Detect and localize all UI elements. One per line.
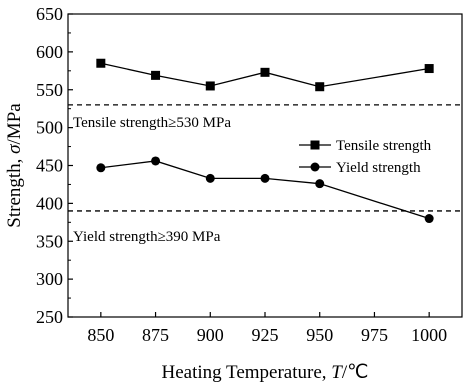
data-point-circle bbox=[315, 179, 325, 189]
x-tick-label: 1000 bbox=[411, 325, 447, 345]
x-tick-label: 975 bbox=[361, 325, 388, 345]
data-point-circle bbox=[424, 214, 434, 224]
data-point-square bbox=[96, 58, 106, 68]
x-axis: 850 875 900 925 950 975 1000 bbox=[87, 312, 447, 345]
y-tick-label: 550 bbox=[36, 80, 63, 100]
x-tick-label: 850 bbox=[87, 325, 114, 345]
series-line bbox=[100, 160, 430, 220]
y-tick-label: 350 bbox=[36, 231, 63, 251]
reference-line-label: Yield strength≥390 MPa bbox=[73, 229, 221, 245]
x-tick-label: 875 bbox=[142, 325, 169, 345]
y-tick-label: 600 bbox=[36, 42, 63, 62]
y-axis: 250 300 350 400 450 500 550 600 650 bbox=[36, 4, 73, 327]
data-point-square bbox=[260, 67, 270, 77]
legend-marker-circle bbox=[310, 162, 320, 172]
y-tick-label: 300 bbox=[36, 269, 63, 289]
y-tick-label: 400 bbox=[36, 193, 63, 213]
y-tick-label: 500 bbox=[36, 118, 63, 138]
y-axis-title-variable: σ bbox=[4, 144, 25, 154]
y-axis-title: Strength, σ/MPa bbox=[4, 103, 25, 228]
y-tick-label: 450 bbox=[36, 156, 63, 176]
y-tick-label: 650 bbox=[36, 4, 63, 24]
x-tick-label: 925 bbox=[252, 325, 279, 345]
y-axis-title-unit: /MPa bbox=[4, 103, 25, 145]
reference-line-label: Tensile strength≥530 MPa bbox=[73, 115, 231, 131]
legend-label: Yield strength bbox=[336, 160, 421, 176]
reference-labels: Tensile strength≥530 MPa Yield strength≥3… bbox=[73, 115, 231, 245]
series-line bbox=[100, 62, 430, 88]
x-tick-label: 900 bbox=[197, 325, 224, 345]
legend: Tensile strength Yield strength bbox=[299, 138, 432, 176]
legend-marker-square bbox=[310, 140, 320, 150]
data-point-square bbox=[424, 64, 434, 74]
data-point-square bbox=[151, 70, 161, 80]
data-point-square bbox=[205, 81, 215, 91]
x-axis-title: Heating Temperature, T/℃ bbox=[162, 362, 369, 383]
data-point-circle bbox=[260, 173, 270, 183]
y-tick-label: 250 bbox=[36, 307, 63, 327]
x-axis-title-unit: /℃ bbox=[342, 362, 369, 383]
data-point-circle bbox=[205, 173, 215, 183]
data-point-square bbox=[315, 82, 325, 92]
x-tick-label: 950 bbox=[306, 325, 333, 345]
data-point-circle bbox=[96, 163, 106, 173]
x-axis-title-variable: T bbox=[331, 362, 343, 383]
y-axis-title-main: Strength, bbox=[4, 154, 25, 228]
x-axis-title-main: Heating Temperature, bbox=[162, 362, 332, 383]
legend-label: Tensile strength bbox=[336, 138, 432, 154]
reference-lines bbox=[68, 104, 462, 212]
series-layer bbox=[96, 58, 434, 224]
data-point-circle bbox=[151, 156, 161, 166]
